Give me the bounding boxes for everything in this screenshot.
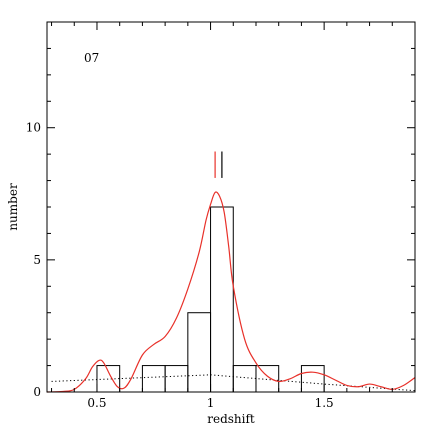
histogram-bar — [187, 312, 212, 393]
x-tick-label: 1 — [207, 396, 215, 410]
histogram-bar — [210, 206, 234, 393]
y-tick-label: 0 — [33, 385, 41, 399]
histogram-bar — [232, 365, 257, 393]
panel-label: 07 — [84, 51, 99, 65]
background-dotted-line — [51, 374, 416, 392]
histogram-bar — [96, 365, 121, 393]
y-tick-label: 5 — [33, 253, 41, 267]
axis-ticks: 0.5 1 1.5 0 5 10 — [26, 21, 416, 410]
y-axis-label: number — [6, 183, 20, 231]
density-curve — [46, 191, 416, 393]
x-tick-label: 0.5 — [87, 396, 106, 410]
plot-area — [46, 151, 416, 393]
x-tick-label: 1.5 — [315, 396, 334, 410]
histogram-bar — [141, 365, 166, 393]
histogram-bar — [164, 365, 189, 393]
y-tick-label: 10 — [26, 121, 41, 135]
x-axis-label: redshift — [207, 412, 255, 426]
histogram-bar — [300, 365, 325, 393]
